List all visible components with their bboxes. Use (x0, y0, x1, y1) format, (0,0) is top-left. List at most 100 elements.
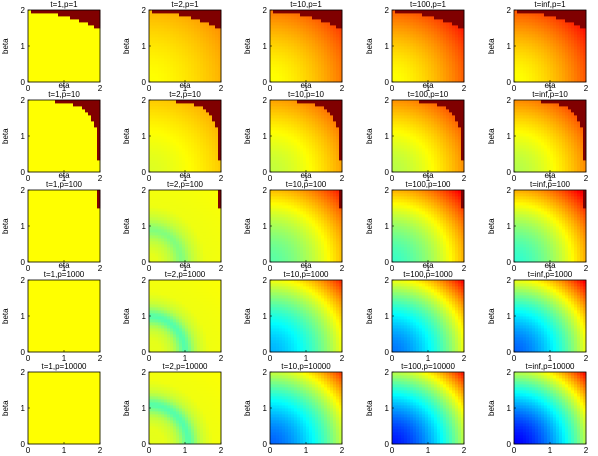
heatmap-cell (559, 49, 563, 53)
heatmap-cell (410, 79, 414, 83)
heatmap-cell (425, 28, 429, 32)
heatmap-cell (152, 28, 156, 32)
heatmap-cell (333, 79, 337, 83)
heatmap-cell (152, 49, 156, 53)
heatmap-cell (73, 43, 77, 47)
heatmap-cell (300, 13, 304, 17)
heatmap-cell (276, 145, 280, 149)
heatmap-cell (55, 13, 59, 17)
heatmap-cell (73, 133, 77, 137)
heatmap-cell (303, 40, 307, 44)
heatmap-cell (550, 64, 554, 68)
heatmap-cell (407, 130, 411, 134)
heatmap-cell (34, 46, 38, 50)
heatmap-cell (333, 43, 337, 47)
heatmap-cell (327, 67, 331, 71)
heatmap-cell (538, 10, 542, 14)
heatmap-cell (297, 55, 301, 59)
heatmap-cell (206, 154, 210, 158)
heatmap-cell (67, 121, 71, 125)
heatmap-cell (303, 163, 307, 167)
heatmap-cell (324, 31, 328, 35)
heatmap-cell (67, 10, 71, 14)
heatmap-cell (152, 10, 156, 14)
heatmap-cell (562, 76, 566, 80)
heatmap-cell (91, 154, 95, 158)
heatmap-cell (428, 37, 432, 41)
heatmap-cell (401, 19, 405, 23)
heatmap-cell (209, 52, 213, 56)
heatmap-cell (173, 151, 177, 155)
heatmap-cell (303, 139, 307, 143)
heatmap-cell (209, 16, 213, 20)
heatmap-cell (273, 76, 277, 80)
heatmap-cell (294, 76, 298, 80)
heatmap-cell (191, 79, 195, 83)
heatmap-cell (327, 73, 331, 77)
heatmap-cell (407, 106, 411, 110)
heatmap-cell (206, 127, 210, 131)
heatmap-cell (541, 61, 545, 65)
heatmap-cell (401, 121, 405, 125)
heatmap-cell (167, 49, 171, 53)
heatmap-cell (410, 67, 414, 71)
heatmap-cell (517, 52, 521, 56)
heatmap-cell (330, 121, 334, 125)
heatmap-cell (285, 124, 289, 128)
heatmap-cell (188, 52, 192, 56)
heatmap-cell (188, 61, 192, 65)
heatmap-cell (64, 148, 68, 152)
heatmap-cell (170, 43, 174, 47)
heatmap-cell (440, 22, 444, 26)
heatmap-cell (413, 106, 417, 110)
heatmap-cell (452, 49, 456, 53)
heatmap-cell (34, 16, 38, 20)
heatmap-cell (520, 73, 524, 77)
heatmap-cell (55, 46, 59, 50)
heatmap-cell (64, 127, 68, 131)
heatmap-cell (544, 61, 548, 65)
heatmap-cell (282, 163, 286, 167)
heatmap-cell (392, 115, 396, 119)
heatmap-cell (197, 55, 201, 59)
heatmap-cell (97, 70, 101, 74)
heatmap-cell (88, 16, 92, 20)
heatmap-cell (158, 55, 162, 59)
heatmap-cell (37, 139, 41, 143)
heatmap-cell (404, 58, 408, 62)
heatmap-cell (37, 148, 41, 152)
heatmap-cell (73, 136, 77, 140)
heatmap-cell (565, 76, 569, 80)
heatmap-cell (88, 28, 92, 32)
heatmap-cell (330, 106, 334, 110)
heatmap-cell (458, 13, 462, 17)
heatmap-cell (547, 43, 551, 47)
heatmap-cell (79, 73, 83, 77)
heatmap-cell (164, 22, 168, 26)
heatmap-cell (209, 109, 213, 113)
heatmap-cell (206, 151, 210, 155)
heatmap-cell (79, 70, 83, 74)
x-axis-label: eta (179, 81, 191, 90)
heatmap-cell (52, 49, 56, 53)
heatmap-cell (532, 70, 536, 74)
heatmap-cell (416, 118, 420, 122)
heatmap-cell (64, 79, 68, 83)
heatmap-cell (170, 160, 174, 164)
heatmap-cell (413, 10, 417, 14)
heatmap-cell (164, 49, 168, 53)
heatmap-cell (434, 67, 438, 71)
heatmap-cell (285, 112, 289, 116)
heatmap-cell (152, 112, 156, 116)
heatmap-cell (315, 100, 319, 104)
heatmap-cell (440, 58, 444, 62)
heatmap-cell (152, 100, 156, 104)
heatmap-cell (70, 127, 74, 131)
heatmap-cell (97, 139, 101, 143)
heatmap-cell (46, 112, 50, 116)
heatmap-cell (577, 34, 581, 38)
heatmap-cell (297, 16, 301, 20)
heatmap-cell (49, 169, 53, 173)
heatmap-cell (197, 16, 201, 20)
heatmap-cell (173, 136, 177, 140)
